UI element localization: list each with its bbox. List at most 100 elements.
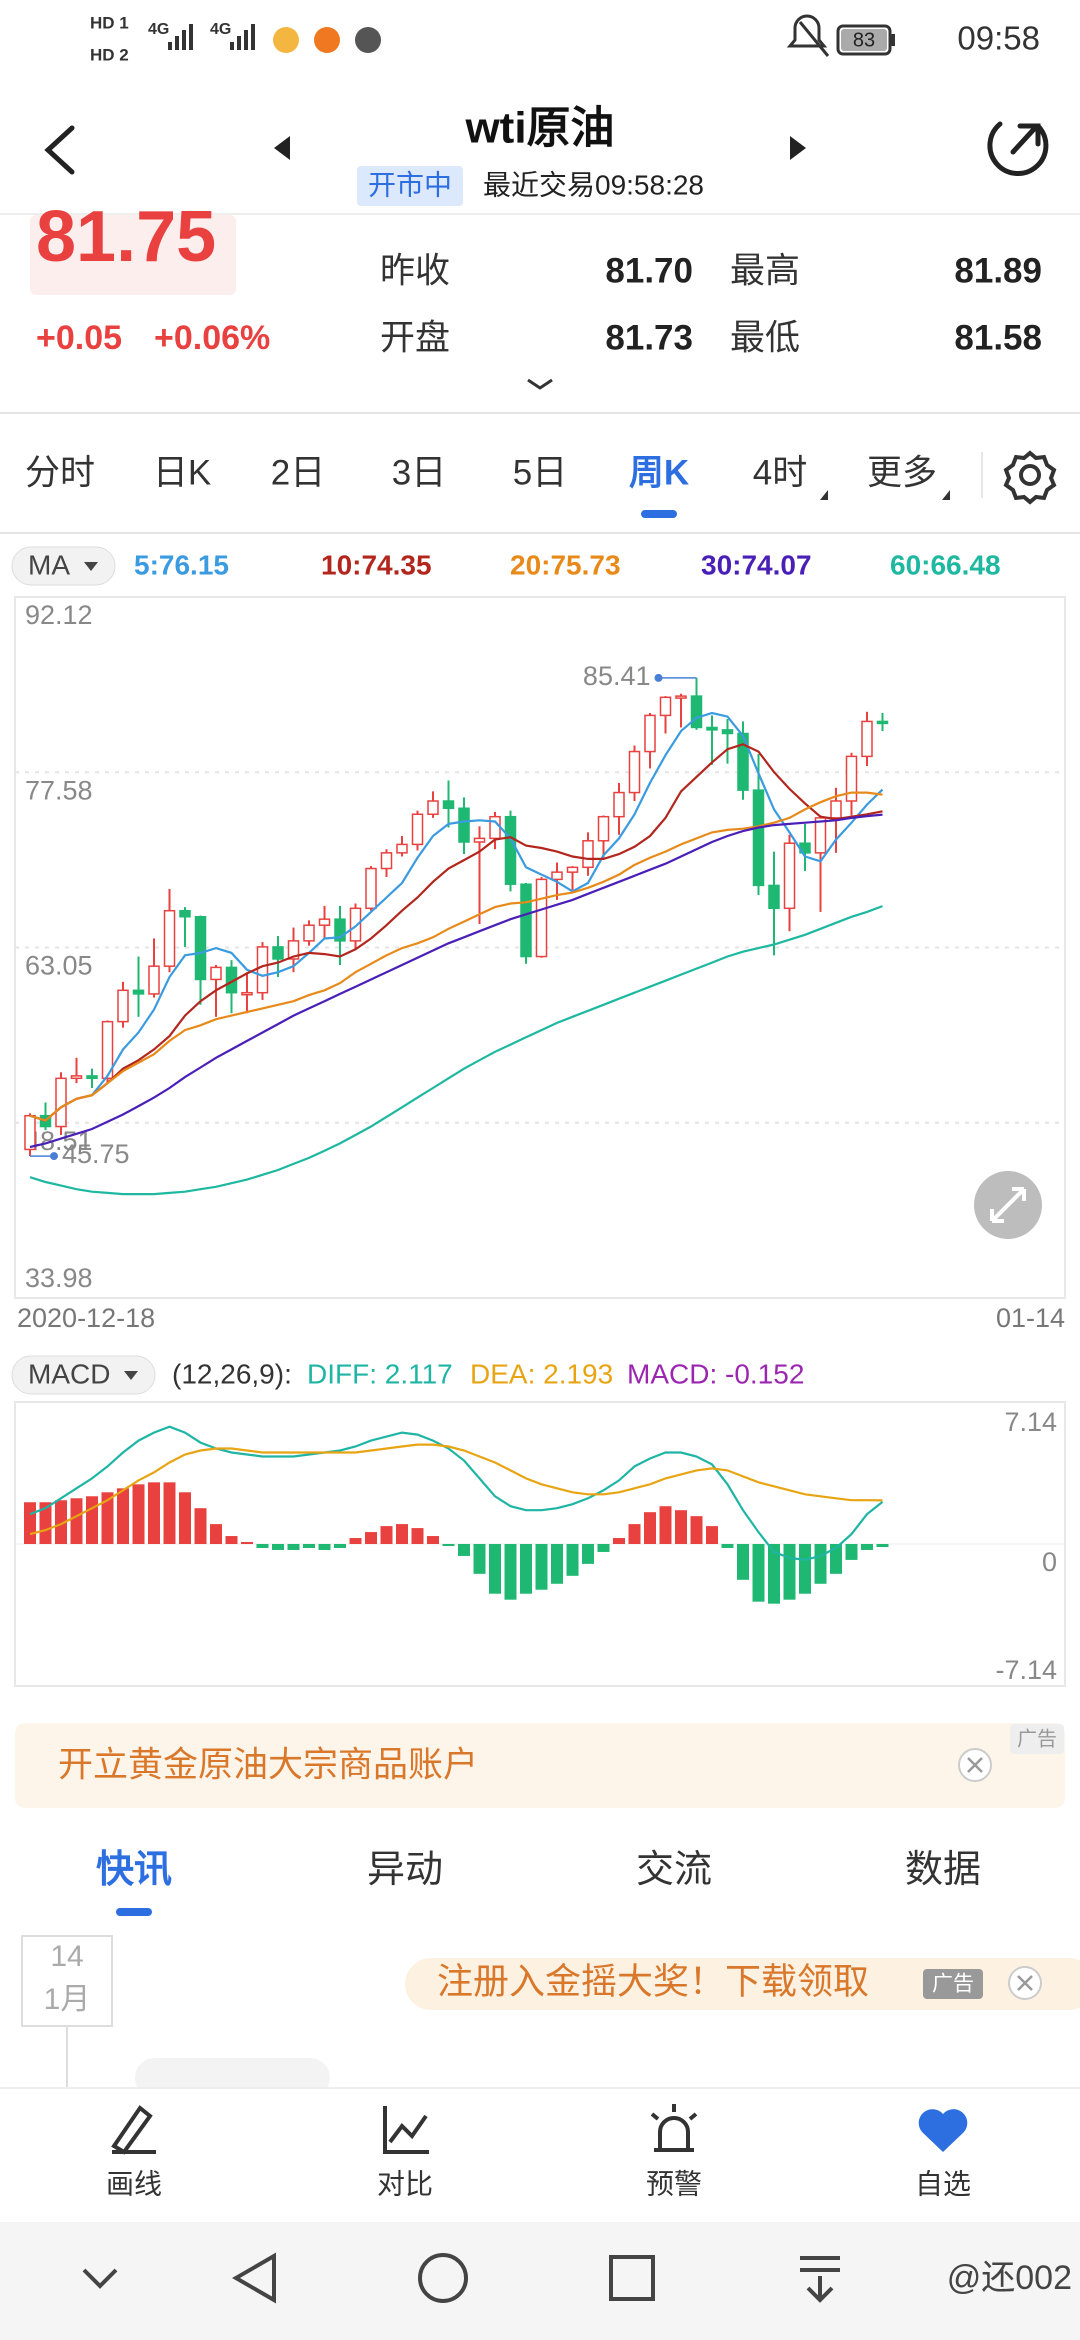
nav-notify[interactable] xyxy=(800,2256,840,2303)
news-tabs: 快讯 异动 交流 数据 xyxy=(96,1849,981,1916)
y-tick-label: 77.58 xyxy=(25,775,93,805)
news-tab[interactable]: 异动 xyxy=(367,1849,443,1891)
candle-body xyxy=(287,940,300,960)
nav-recent[interactable] xyxy=(609,2255,655,2301)
candle-body xyxy=(690,695,703,729)
macd-bar xyxy=(148,1482,160,1544)
toolbar: 画线 对比 预警 自选 xyxy=(0,2087,1080,2222)
candle-body xyxy=(814,817,827,854)
ad-banner[interactable]: 开立黄金原油大宗商品账户 广告 xyxy=(15,1723,1065,1808)
news-tab[interactable]: 交流 xyxy=(636,1849,712,1891)
candle-body xyxy=(349,907,362,942)
period-tab[interactable]: 4时 xyxy=(753,453,807,492)
macd-bar xyxy=(520,1544,532,1594)
candle-body xyxy=(597,815,610,842)
ma-line xyxy=(29,791,883,1122)
macd-bar xyxy=(830,1544,842,1574)
candle-body xyxy=(442,800,455,809)
header: wti原油 开市中 最近交易09:58:28 xyxy=(0,104,1080,215)
macd-bar xyxy=(551,1544,563,1584)
macd-bar xyxy=(473,1544,486,1574)
macd-selector[interactable] xyxy=(11,1355,156,1395)
period-tab[interactable]: 周K xyxy=(629,453,689,492)
ma-selector-label: MA xyxy=(28,549,70,580)
candle-body xyxy=(117,989,129,1023)
next-button[interactable] xyxy=(790,136,806,160)
ma-selector[interactable] xyxy=(11,546,116,586)
low-marker-dot xyxy=(50,1152,58,1161)
ma-legend: 20:75.73 xyxy=(510,549,621,580)
macd-bar xyxy=(349,1538,362,1544)
prev-button[interactable] xyxy=(274,136,290,160)
period-tab[interactable]: 3日 xyxy=(392,453,446,492)
candle-body xyxy=(55,1077,67,1128)
x-label: 01-14 xyxy=(996,1303,1065,1333)
nav-home[interactable] xyxy=(418,2253,468,2303)
price-bg xyxy=(30,215,236,295)
macd-bar xyxy=(489,1544,501,1594)
candle-body xyxy=(861,720,873,758)
favorite-icon xyxy=(918,2109,968,2152)
candle-body xyxy=(24,1114,36,1151)
candle-body xyxy=(210,966,222,981)
tab-underline xyxy=(116,1908,152,1916)
ma-line xyxy=(29,813,883,1149)
candle-body xyxy=(659,696,672,717)
close-icon xyxy=(1017,1975,1033,1991)
refresh-button[interactable] xyxy=(987,121,1049,177)
candle-body xyxy=(101,1020,114,1080)
candle-body xyxy=(179,909,191,918)
macd-bar xyxy=(597,1544,610,1552)
candle-body xyxy=(148,965,160,995)
low-marker: 45.75 xyxy=(62,1139,130,1169)
period-tab[interactable]: 2日 xyxy=(271,453,325,492)
toolbar-label[interactable]: 预警 xyxy=(646,2168,702,2199)
macd-bar xyxy=(132,1484,145,1544)
toolbar-label[interactable]: 对比 xyxy=(377,2168,433,2199)
macd-bar xyxy=(241,1542,253,1544)
fullscreen-button[interactable] xyxy=(974,1171,1042,1239)
dropdown-arrow xyxy=(124,1371,138,1380)
app-icon xyxy=(314,27,340,53)
expand-arrow[interactable] xyxy=(527,378,553,390)
nav-back[interactable] xyxy=(232,2252,276,2304)
macd-bar xyxy=(613,1538,625,1544)
change-pct: +0.06% xyxy=(154,319,270,357)
candle-body xyxy=(737,732,749,791)
candle-body xyxy=(334,918,346,942)
period-tab[interactable]: 日K xyxy=(153,453,211,492)
macd-bar xyxy=(675,1510,687,1544)
app-icon xyxy=(355,27,381,53)
macd-bar xyxy=(504,1544,517,1600)
candle-body xyxy=(783,842,796,910)
y-tick-label: -7.14 xyxy=(995,1655,1057,1685)
y-tick-label: 92.12 xyxy=(25,600,93,630)
candle-body xyxy=(504,815,517,885)
macd-bar xyxy=(194,1508,207,1544)
toolbar-label[interactable]: 自选 xyxy=(915,2168,971,2199)
news-tab[interactable]: 数据 xyxy=(905,1849,981,1891)
period-tab[interactable]: 5日 xyxy=(513,453,567,492)
date-day: 14 xyxy=(50,1940,83,1973)
y-tick-label: 63.05 xyxy=(25,951,93,981)
sim-label: HD 1 xyxy=(90,13,129,32)
x-label: 2020-12-18 xyxy=(17,1303,155,1333)
candle-body xyxy=(566,866,579,873)
ad-strip[interactable] xyxy=(405,1958,1080,2010)
tab-underline xyxy=(641,510,677,518)
macd-bar xyxy=(861,1544,873,1550)
macd-bar xyxy=(628,1524,641,1544)
macd-bar xyxy=(535,1544,548,1590)
status-pill xyxy=(357,166,463,206)
back-button[interactable] xyxy=(44,125,75,175)
settings-button[interactable] xyxy=(1003,450,1057,505)
candle-body xyxy=(628,750,641,794)
nav-hide[interactable] xyxy=(82,2268,118,2289)
period-tab[interactable]: 更多 xyxy=(867,453,937,492)
period-tab[interactable]: 分时 xyxy=(25,453,95,492)
news-tab[interactable]: 快讯 xyxy=(96,1849,172,1891)
clock: 09:58 xyxy=(957,20,1040,57)
toolbar-label[interactable]: 画线 xyxy=(106,2168,162,2199)
macd-bar xyxy=(644,1512,656,1544)
